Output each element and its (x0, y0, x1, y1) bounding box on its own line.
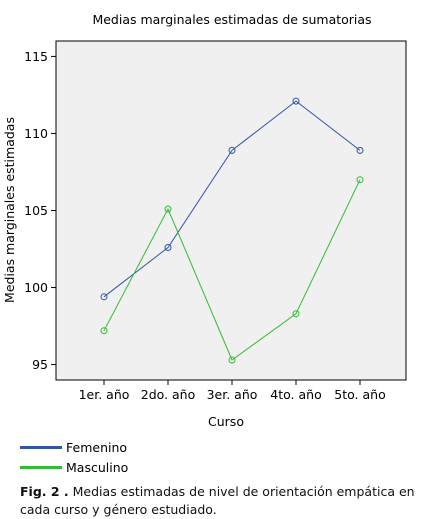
plot-area (55, 40, 407, 381)
legend-label-femenino: Femenino (66, 439, 128, 455)
data-point-masculino (356, 176, 364, 184)
x-axis-label: Curso (208, 414, 244, 429)
legend-label-masculino: Masculino (66, 459, 129, 475)
legend-item-masculino[interactable]: Masculino (20, 457, 128, 477)
series-layer (100, 97, 364, 364)
y-tick-label: 95 (32, 357, 48, 372)
y-axis-label: Medias marginales estimadas (2, 117, 17, 303)
data-point-femenino (100, 293, 108, 301)
legend-swatch-femenino (20, 446, 62, 449)
x-axis: 1er. año 2do. año 3er. año 4to. año 5to. año (79, 380, 386, 402)
x-tick-label: 4to. año (270, 387, 321, 402)
data-point-masculino (100, 327, 108, 335)
data-point-femenino (292, 97, 300, 105)
y-tick-label: 115 (24, 49, 48, 64)
x-tick-label: 5to. año (334, 387, 385, 402)
caption-text: Medias estimadas de nivel de orientación… (20, 484, 415, 517)
data-point-masculino (292, 310, 300, 318)
data-point-masculino (228, 356, 236, 364)
data-point-femenino (228, 146, 236, 154)
y-tick-label: 105 (24, 203, 48, 218)
chart-title: Medias marginales estimadas de sumatoria… (92, 12, 371, 27)
x-tick-label: 3er. año (207, 387, 258, 402)
data-point-femenino (356, 146, 364, 154)
data-point-masculino (164, 205, 172, 213)
caption-label: Fig. 2 . (20, 484, 69, 499)
figure-caption: Fig. 2 . Medias estimadas de nivel de or… (20, 483, 425, 519)
legend-item-femenino[interactable]: Femenino (20, 437, 128, 457)
y-tick-label: 100 (24, 280, 48, 295)
x-tick-label: 1er. año (79, 387, 130, 402)
series-line-femenino (103, 100, 361, 298)
legend-swatch-masculino (20, 466, 62, 469)
y-tick-label: 110 (24, 126, 48, 141)
legend: Femenino Masculino (20, 437, 128, 477)
x-tick-label: 2do. año (141, 387, 196, 402)
y-axis: 95 100 105 110 115 (24, 49, 56, 372)
series-line-masculino (103, 179, 361, 361)
data-point-femenino (164, 244, 172, 251)
line-chart: Medias marginales estimadas de sumatoria… (2, 12, 407, 429)
